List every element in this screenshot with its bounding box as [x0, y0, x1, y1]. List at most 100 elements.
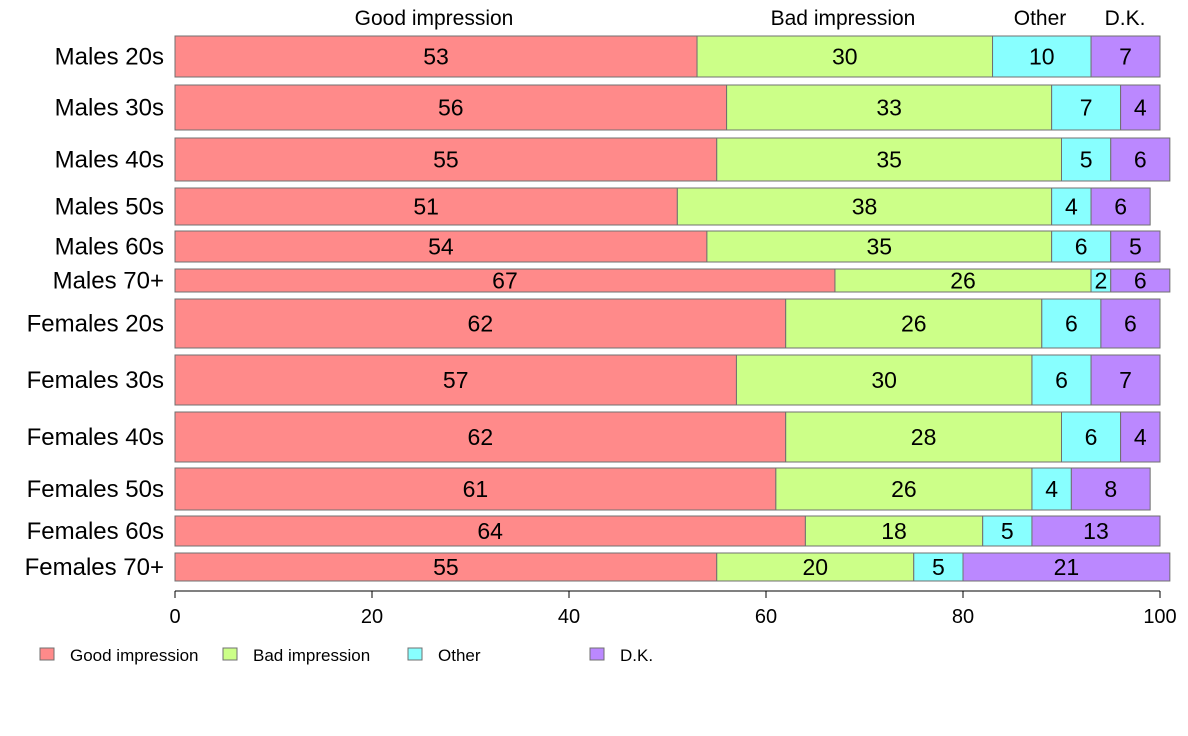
data-label-other-females-70: 5	[932, 554, 945, 580]
category-label-females-40s: Females 40s	[27, 424, 164, 451]
data-label-d-k-males-20s: 7	[1119, 44, 1132, 70]
x-tick-label-80: 80	[952, 606, 974, 628]
bar-other-females-40s	[1061, 411, 1122, 463]
category-labels: Males 20s Males 30s Males 40s Males 50s Male…	[25, 44, 164, 582]
category-label-females-70: Females 70+	[25, 554, 164, 581]
bar-d-k-males-60s	[1110, 230, 1161, 263]
category-label-males-20s: Males 20s	[55, 44, 164, 71]
bar-bad-impression-females-40s	[785, 411, 1062, 463]
data-label-other-males-60s: 6	[1075, 234, 1088, 260]
bar-other-males-30s	[1051, 84, 1122, 131]
bar-good-impression-females-20s	[174, 298, 787, 349]
bar-d-k-males-40s	[1110, 137, 1171, 182]
data-label-other-males-50s: 4	[1065, 194, 1078, 220]
data-label-good-impression-males-20s: 53	[423, 44, 449, 70]
category-label-females-50s: Females 50s	[27, 476, 164, 503]
bar-good-impression-females-60s	[174, 515, 806, 547]
legend-label-bad-impression: Bad impression	[253, 646, 370, 665]
category-label-males-40s: Males 40s	[55, 147, 164, 174]
data-label-good-impression-females-20s: 62	[468, 311, 494, 337]
x-tick-label-100: 100	[1143, 606, 1176, 628]
data-label-d-k-females-70: 21	[1054, 554, 1080, 580]
data-label-d-k-males-70: 6	[1134, 268, 1147, 294]
bar-bad-impression-females-60s	[804, 515, 984, 547]
bar-good-impression-females-40s	[174, 411, 787, 463]
data-label-d-k-females-20s: 6	[1124, 311, 1137, 337]
data-label-bad-impression-females-40s: 28	[911, 424, 937, 450]
data-label-bad-impression-males-70: 26	[950, 268, 976, 294]
bar-d-k-females-50s	[1070, 467, 1151, 511]
x-tick-label-0: 0	[169, 606, 180, 628]
bar-bad-impression-females-70	[716, 552, 915, 582]
data-label-d-k-females-50s: 8	[1104, 476, 1117, 502]
data-label-bad-impression-females-30s: 30	[871, 367, 897, 393]
data-label-d-k-males-30s: 4	[1134, 95, 1147, 121]
top-label-d-k: D.K.	[1105, 7, 1146, 30]
legend-swatch-other	[407, 647, 423, 661]
data-label-d-k-males-40s: 6	[1134, 147, 1147, 173]
bar-bad-impression-males-30s	[726, 84, 1053, 131]
data-label-other-males-20s: 10	[1029, 44, 1055, 70]
data-label-other-females-60s: 5	[1001, 518, 1014, 544]
data-label-other-males-30s: 7	[1080, 95, 1093, 121]
bar-bad-impression-females-20s	[785, 298, 1043, 349]
bar-d-k-females-20s	[1100, 298, 1161, 349]
x-tick-label-20: 20	[361, 606, 383, 628]
category-label-females-60s: Females 60s	[27, 518, 164, 545]
data-label-d-k-males-60s: 5	[1129, 234, 1142, 260]
bars: 53 30 10 756 33 7 455 35 5 651 38 4 654 35 6 567 26 2 662 2…	[174, 35, 1171, 582]
bar-good-impression-females-70	[174, 552, 718, 582]
data-label-d-k-females-30s: 7	[1119, 367, 1132, 393]
data-label-good-impression-females-60s: 64	[477, 518, 503, 544]
bar-d-k-males-30s	[1120, 84, 1161, 131]
bar-other-females-30s	[1031, 354, 1092, 406]
bar-bad-impression-males-20s	[696, 35, 994, 78]
category-label-males-60s: Males 60s	[55, 234, 164, 261]
bar-d-k-females-30s	[1090, 354, 1161, 406]
bar-other-males-20s	[992, 35, 1092, 78]
data-label-good-impression-females-30s: 57	[443, 367, 469, 393]
x-axis: 0 20 40 60 80 100	[169, 590, 1177, 628]
data-label-good-impression-females-40s: 62	[468, 424, 494, 450]
bar-bad-impression-males-40s	[716, 137, 1062, 182]
top-label-bad-impression: Bad impression	[771, 7, 916, 30]
category-label-females-20s: Females 20s	[27, 311, 164, 338]
legend-label-other: Other	[438, 646, 481, 665]
data-label-good-impression-males-40s: 55	[433, 147, 459, 173]
bar-good-impression-males-60s	[174, 230, 708, 263]
data-label-other-females-50s: 4	[1045, 476, 1058, 502]
legend-label-good-impression: Good impression	[70, 646, 199, 665]
bar-d-k-females-60s	[1031, 515, 1161, 547]
legend-swatch-d-k	[589, 647, 605, 661]
data-label-bad-impression-males-50s: 38	[852, 194, 878, 220]
data-label-d-k-males-50s: 6	[1114, 194, 1127, 220]
bar-good-impression-males-50s	[174, 187, 678, 226]
data-label-bad-impression-males-40s: 35	[876, 147, 902, 173]
legend-swatch-good-impression	[39, 647, 55, 661]
bar-d-k-females-40s	[1120, 411, 1161, 463]
legend-swatch-bad-impression	[222, 647, 238, 661]
data-label-other-females-30s: 6	[1055, 367, 1068, 393]
data-label-other-females-40s: 6	[1085, 424, 1098, 450]
bar-good-impression-females-50s	[174, 467, 777, 511]
data-label-bad-impression-males-60s: 35	[866, 234, 892, 260]
data-label-good-impression-females-50s: 61	[463, 476, 489, 502]
legend-label-d-k: D.K.	[620, 646, 653, 665]
bar-bad-impression-males-50s	[676, 187, 1053, 226]
bar-good-impression-males-20s	[174, 35, 698, 78]
data-label-other-males-40s: 5	[1080, 147, 1093, 173]
category-label-females-30s: Females 30s	[27, 367, 164, 394]
bar-d-k-males-50s	[1090, 187, 1151, 226]
data-label-good-impression-males-30s: 56	[438, 95, 464, 121]
bar-good-impression-males-30s	[174, 84, 728, 131]
data-label-other-males-70: 2	[1095, 268, 1108, 294]
category-label-males-70: Males 70+	[53, 268, 164, 295]
category-label-males-30s: Males 30s	[55, 95, 164, 122]
x-tick-label-60: 60	[755, 606, 777, 628]
data-label-good-impression-males-70: 67	[492, 268, 518, 294]
top-label-other: Other	[1014, 7, 1067, 30]
x-tick-label-40: 40	[558, 606, 580, 628]
bar-bad-impression-males-60s	[706, 230, 1053, 263]
bar-other-females-50s	[1031, 467, 1072, 511]
